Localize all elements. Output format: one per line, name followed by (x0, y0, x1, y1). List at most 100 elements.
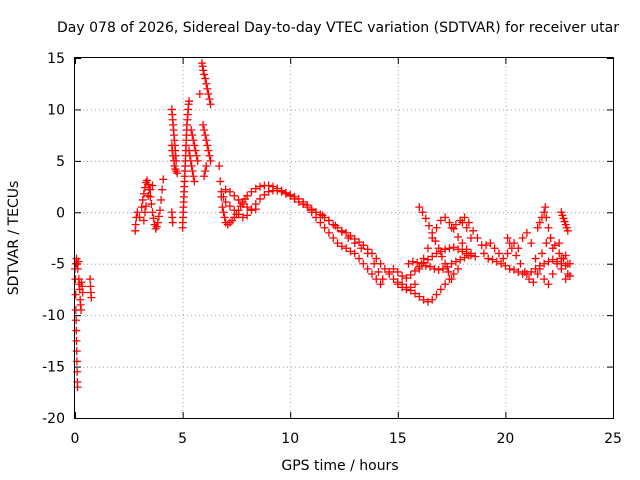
data-point (535, 264, 544, 273)
data-point (529, 278, 538, 287)
data-point (555, 249, 564, 258)
data-point (154, 212, 163, 221)
data-point (486, 239, 495, 248)
data-point (458, 218, 467, 227)
data-point (494, 249, 503, 258)
data-point (203, 84, 212, 93)
data-point (505, 264, 514, 273)
data-point (544, 223, 553, 232)
data-point (286, 191, 295, 200)
data-point (256, 182, 265, 191)
data-point (393, 267, 402, 276)
data-point (290, 194, 299, 203)
data-point (277, 187, 286, 196)
data-point (87, 293, 96, 302)
data-point (251, 184, 260, 193)
data-point (220, 213, 229, 222)
y-tick-label: 0 (56, 205, 65, 221)
data-point (419, 295, 428, 304)
data-point (77, 306, 86, 314)
data-point (385, 267, 394, 276)
y-tick-label: -20 (42, 411, 65, 427)
data-point (202, 162, 211, 170)
data-point (415, 292, 424, 301)
data-point (415, 264, 424, 273)
data-point (173, 169, 182, 178)
data-point (561, 275, 570, 284)
data-point (350, 249, 359, 258)
data-point (454, 245, 463, 254)
data-point (437, 252, 446, 261)
data-point (201, 74, 210, 83)
data-point (423, 255, 432, 264)
data-point (471, 252, 480, 261)
data-point (466, 249, 475, 258)
data-point (142, 202, 151, 211)
data-point (256, 194, 265, 203)
data-point (501, 261, 510, 270)
x-tick-label: 10 (281, 431, 299, 447)
data-point (411, 266, 420, 275)
data-point (157, 195, 166, 204)
data-point (555, 239, 564, 248)
data-point (563, 226, 572, 235)
data-point (273, 186, 282, 195)
data-point (557, 264, 566, 273)
data-point (71, 290, 80, 299)
data-point (219, 192, 228, 201)
data-point (219, 208, 228, 217)
data-point (469, 226, 478, 235)
data-point (367, 270, 376, 278)
data-point (143, 176, 152, 185)
data-point (482, 241, 491, 250)
data-point (199, 120, 208, 129)
data-point (139, 189, 148, 198)
data-point (456, 255, 465, 264)
data-point (294, 198, 303, 206)
data-point (376, 280, 385, 289)
y-tick-label: -10 (42, 308, 65, 324)
data-point (398, 272, 407, 281)
data-point (520, 267, 529, 276)
data-point (133, 208, 142, 217)
data-point (72, 326, 81, 335)
data-point (415, 203, 424, 212)
chart-title: Day 078 of 2026, Sidereal Day-to-day VTE… (57, 20, 619, 36)
data-point (251, 205, 260, 214)
data-point (140, 208, 149, 217)
data-point (203, 141, 212, 150)
data-point (195, 90, 204, 98)
data-point (516, 259, 525, 268)
data-point (337, 227, 346, 236)
data-point (185, 97, 194, 106)
data-point (363, 249, 372, 258)
data-point (533, 223, 542, 232)
data-point (158, 185, 167, 194)
data-point (230, 191, 239, 200)
data-point (458, 247, 467, 256)
data-point (441, 259, 450, 268)
data-point (193, 156, 202, 165)
data-point (131, 220, 140, 229)
data-point (190, 177, 199, 186)
data-point (243, 211, 252, 220)
data-point (404, 259, 413, 268)
data-point (225, 202, 234, 211)
data-point (243, 191, 252, 200)
data-point (423, 297, 432, 306)
data-point (205, 95, 214, 104)
data-point (355, 238, 364, 247)
data-point (423, 244, 432, 253)
data-point (148, 208, 157, 217)
data-point (451, 220, 460, 229)
data-point (421, 214, 430, 223)
data-point (438, 264, 447, 273)
data-point (342, 228, 351, 237)
data-point (346, 247, 355, 256)
data-point (152, 222, 161, 231)
data-point (406, 286, 415, 295)
data-point (149, 214, 158, 223)
data-point (147, 200, 156, 209)
data-point (402, 274, 411, 283)
data-point (200, 126, 209, 134)
